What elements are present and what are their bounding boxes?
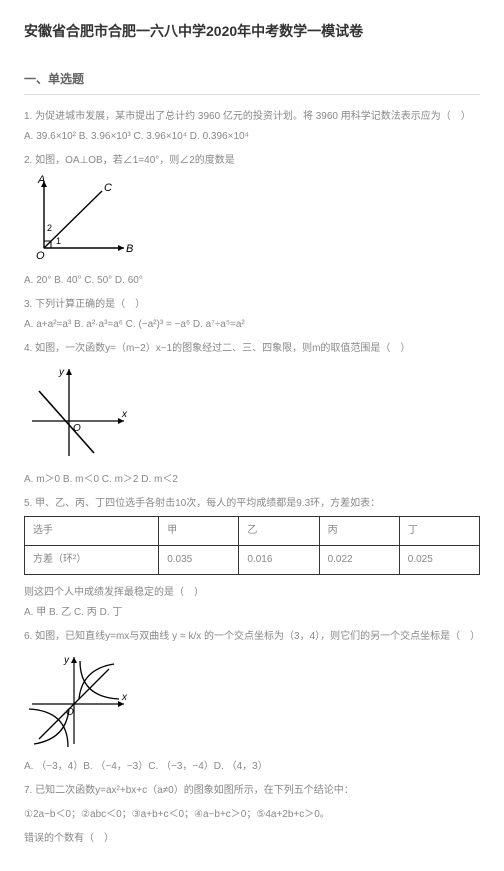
q5-th-0: 选手	[25, 516, 159, 545]
q5-midtext: 则这四个人中成绩发挥最稳定的是（ ）	[24, 585, 480, 601]
q2-label-1: 1	[56, 236, 61, 246]
q2-options: A. 20° B. 40° C. 50° D. 60°	[24, 273, 480, 289]
table-row: 方差（环²） 0.035 0.016 0.022 0.025	[25, 545, 480, 574]
q5-v3: 0.025	[399, 545, 479, 574]
q6-axis-x: x	[121, 692, 128, 703]
q5-v0: 0.035	[159, 545, 239, 574]
q6-figure: x y O	[24, 649, 480, 756]
q3-text: 3. 下列计算正确的是（ ）	[24, 297, 480, 313]
q4-axis-x: x	[121, 409, 128, 420]
q2-label-C: C	[104, 182, 112, 194]
q5-table: 选手 甲 乙 丙 丁 方差（环²） 0.035 0.016 0.022 0.02…	[24, 516, 480, 575]
q5-v2: 0.022	[319, 545, 399, 574]
q5-v1: 0.016	[239, 545, 319, 574]
q5-th-4: 丁	[399, 516, 479, 545]
q4-options: A. m＞0 B. m＜0 C. m＞2 D. m＜2	[24, 472, 480, 488]
q5-th-3: 丙	[319, 516, 399, 545]
q2-label-2: 2	[47, 223, 52, 233]
q3-options: A. a+a²=a³ B. a²·a³=a⁶ C. (−a²)³ = −a⁶ D…	[24, 317, 480, 333]
q7-line3: 错误的个数有（ ）	[24, 831, 480, 847]
page-title: 安徽省合肥市合肥一六八中学2020年中考数学一模试卷	[24, 20, 480, 42]
q2-figure: A B C O 1 2	[24, 173, 480, 270]
q7-line2: ①2a−b＜0；②abc＜0；③a+b+c＜0；④a−b+c＞0；⑤4a+2b+…	[24, 807, 480, 823]
q6-axis-O: O	[66, 707, 74, 718]
q4-axis-O: O	[73, 423, 81, 434]
q1-text: 1. 为促进城市发展，某市提出了总计约 3960 亿元的投资计划。将 3960 …	[24, 109, 480, 125]
table-row: 选手 甲 乙 丙 丁	[25, 516, 480, 545]
q6-axis-y: y	[63, 655, 70, 666]
q4-axis-y: y	[58, 367, 65, 378]
q2-label-A: A	[37, 174, 45, 186]
q4-text: 4. 如图，一次函数y=（m−2）x−1的图象经过二、三、四象限，则m的取值范围…	[24, 341, 480, 357]
q2-text: 2. 如图，OA⊥OB，若∠1=40°，则∠2的度数是	[24, 153, 480, 169]
q7-text: 7. 已知二次函数y=ax²+bx+c（a≠0）的图象如图所示，在下列五个结论中…	[24, 783, 480, 799]
q6-options: A. （−3，4）B. （−4，−3）C. （−3，−4）D. （4，3）	[24, 759, 480, 775]
q5-th-2: 乙	[239, 516, 319, 545]
q5-options: A. 甲 B. 乙 C. 丙 D. 丁	[24, 605, 480, 621]
section-underline	[24, 94, 480, 95]
q5-text: 5. 甲、乙、丙、丁四位选手各射击10次，每人的平均成绩都是9.3环，方差如表：	[24, 496, 480, 512]
section-header: 一、单选题	[24, 70, 480, 89]
q2-label-O: O	[36, 250, 45, 262]
q1-options: A. 39.6×10² B. 3.96×10³ C. 3.96×10⁴ D. 0…	[24, 129, 480, 145]
q5-rowlabel: 方差（环²）	[25, 545, 159, 574]
q2-label-B: B	[126, 243, 133, 255]
q4-figure: x y O	[24, 361, 480, 468]
q6-text: 6. 如图，已知直线y=mx与双曲线 y = k/x 的一个交点坐标为（3，4）…	[24, 629, 480, 645]
q5-th-1: 甲	[159, 516, 239, 545]
